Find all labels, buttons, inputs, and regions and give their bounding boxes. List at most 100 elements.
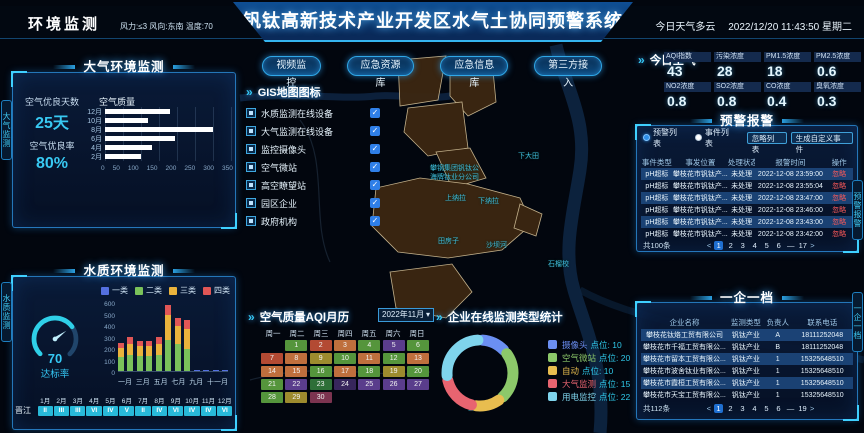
pager-page[interactable]: 5 (764, 241, 769, 250)
pager-prev[interactable]: < (706, 241, 712, 250)
calendar-day[interactable]: 25 (358, 379, 381, 390)
calendar-day[interactable]: 14 (261, 366, 283, 377)
gis-layer-item[interactable]: 政府机构 ✓ (246, 212, 380, 230)
calendar-day[interactable]: 7 (261, 353, 283, 364)
layer-checkbox[interactable]: ✓ (370, 144, 380, 154)
calendar-day[interactable]: 5 (382, 340, 405, 351)
calendar-day[interactable]: 16 (309, 366, 332, 377)
pager-page[interactable]: 1 (713, 404, 723, 413)
table-row[interactable]: pH超标 攀枝花市钒钛产... 未处理 2022-12-08 23:46:00 忽略 (641, 204, 853, 216)
pager-page[interactable]: 6 (776, 241, 781, 250)
tab-water-monitoring[interactable]: 水质监测 (1, 282, 12, 342)
pager-page[interactable]: 4 (752, 241, 757, 250)
radio-option[interactable]: 预警列表 (643, 127, 685, 149)
layer-checkbox[interactable]: ✓ (370, 162, 380, 172)
calendar-day[interactable]: 15 (285, 366, 308, 377)
layer-checkbox[interactable]: ✓ (370, 180, 380, 190)
calendar-day[interactable]: 30 (309, 392, 332, 403)
gis-layer-item[interactable]: 园区企业 ✓ (246, 194, 380, 212)
pager-page[interactable]: 3 (740, 241, 745, 250)
calendar-day[interactable]: 24 (333, 379, 356, 390)
calendar-day[interactable]: 6 (406, 340, 429, 351)
layer-checkbox[interactable]: ✓ (370, 126, 380, 136)
toolbar-button[interactable]: 第三方接入 (534, 56, 603, 89)
calendar-day[interactable]: 12 (382, 353, 405, 364)
legend-label: 大气监测 (562, 378, 597, 389)
pager-next[interactable]: > (810, 241, 815, 250)
calendar-day[interactable]: 1 (285, 340, 308, 351)
radio-option[interactable]: 事件列表 (694, 127, 737, 149)
pager-prev[interactable]: < (706, 404, 711, 413)
stack-segment (184, 329, 191, 349)
calendar-day[interactable]: 27 (406, 379, 429, 390)
calendar-day[interactable]: 28 (261, 392, 283, 403)
pager-page[interactable]: 6 (776, 404, 781, 413)
alarm-action-button[interactable]: 忽略列表 (746, 131, 787, 154)
gis-layer-item[interactable]: 水质监测在线设备 ✓ (246, 104, 380, 122)
month-label: 2月 (56, 398, 67, 405)
pager-page[interactable]: 17 (798, 241, 807, 250)
calendar-day[interactable]: 9 (309, 353, 332, 364)
table-row[interactable]: pH超标 攀枝花市钒钛产... 未处理 2022-12-08 23:42:00 忽略 (641, 228, 853, 240)
pager-page[interactable]: 19 (798, 404, 807, 413)
calendar-day[interactable]: 23 (309, 379, 332, 390)
gis-layer-item[interactable]: 空气微站 ✓ (246, 158, 380, 176)
metric-value: 0.8 (667, 93, 687, 109)
layer-checkbox[interactable]: ✓ (370, 108, 380, 118)
table-row[interactable]: 攀枝花市留本工贸有限公... 钒钛产业 1 15325648510 (641, 353, 853, 365)
column-header: 事发位置 (685, 158, 716, 167)
air-bar-row: 8月 (83, 125, 231, 134)
calendar-day[interactable]: 4 (358, 340, 381, 351)
calendar-day[interactable]: 22 (285, 379, 308, 390)
tab-alarm[interactable]: 预警报警 (852, 180, 863, 240)
table-row[interactable]: pH超标 攀枝花市钒钛产... 未处理 2022-12-08 23:55:04 忽略 (641, 180, 853, 192)
table-row[interactable]: 攀枝花市波舍钛业有限公... 钒钛产业 1 15325648510 (641, 365, 853, 377)
toolbar-button[interactable]: 应急资源库 (346, 56, 415, 89)
calendar-day[interactable]: 26 (382, 379, 405, 390)
month-dropdown[interactable]: 2022年11月 ▾ (378, 308, 434, 322)
metric-label: NO2浓度 (664, 82, 711, 92)
table-row[interactable]: 攀枝花钛烙工贸有限公司 钒钛产业 A 18111252048 (641, 329, 853, 341)
column-header: 联系电话 (807, 318, 838, 327)
table-row[interactable]: 攀枝花市霞桓工贸有限公... 钒钛产业 1 15325648510 (641, 377, 853, 389)
calendar-day[interactable]: 18 (358, 366, 381, 377)
table-row[interactable]: pH超标 攀枝花市钒钛产... 未处理 2022-12-08 23:43:00 忽略 (641, 216, 853, 228)
toolbar-button[interactable]: 应急信息库 (440, 56, 509, 89)
layer-icon (246, 216, 256, 226)
gis-layer-item[interactable]: 监控摄像头 ✓ (246, 140, 380, 158)
calendar-day[interactable]: 29 (285, 392, 308, 403)
gis-layer-item[interactable]: 大气监测在线设备 ✓ (246, 122, 380, 140)
calendar-day[interactable]: 19 (382, 366, 405, 377)
calendar-day[interactable]: 21 (261, 379, 283, 390)
calendar-day[interactable]: 2 (309, 340, 332, 351)
pager-page[interactable]: 2 (728, 404, 733, 413)
calendar-day[interactable]: 20 (406, 366, 429, 377)
layer-checkbox[interactable]: ✓ (370, 216, 380, 226)
layer-checkbox[interactable]: ✓ (370, 198, 380, 208)
pager-page[interactable]: 2 (728, 241, 733, 250)
tab-enterprise[interactable]: 一企一档 (852, 292, 863, 352)
table-row[interactable]: 攀枝花市千福工贸有限公... 钒钛产业 B 18111252048 (641, 341, 853, 353)
calendar-day[interactable]: 13 (406, 353, 429, 364)
table-row[interactable]: pH超标 攀枝花市钒钛产... 未处理 2022-12-08 23:59:00 忽略 (641, 168, 853, 180)
gis-layer-item[interactable]: 高空瞭望站 ✓ (246, 176, 380, 194)
pager-next[interactable]: > (809, 404, 815, 413)
pager-page[interactable]: 1 (714, 241, 724, 250)
table-row[interactable]: 攀枝花市天宝工贸有限公... 钒钛产业 1 15325648510 (641, 389, 853, 401)
axis-tick: 50 (112, 165, 120, 172)
tab-air-monitoring[interactable]: 大气监测 (1, 100, 12, 160)
table-row[interactable]: pH超标 攀枝花市钒钛产... 未处理 2022-12-08 23:47:00 忽略 (641, 192, 853, 204)
pager-page[interactable]: 4 (752, 404, 757, 413)
gridline (123, 107, 124, 161)
calendar-day[interactable]: 11 (358, 353, 381, 364)
calendar-day[interactable]: 10 (333, 353, 356, 364)
column-header: 操作 (831, 158, 847, 167)
legend-label: 二类 (146, 286, 162, 295)
toolbar-button[interactable]: 视频监控 (262, 56, 321, 89)
calendar-day[interactable]: 17 (333, 366, 356, 377)
calendar-day[interactable]: 8 (285, 353, 308, 364)
calendar-day[interactable]: 3 (333, 340, 356, 351)
pager-page[interactable]: 3 (740, 404, 745, 413)
pager-page[interactable]: 5 (764, 404, 769, 413)
alarm-action-button[interactable]: 生成自定义事件 (790, 131, 853, 154)
